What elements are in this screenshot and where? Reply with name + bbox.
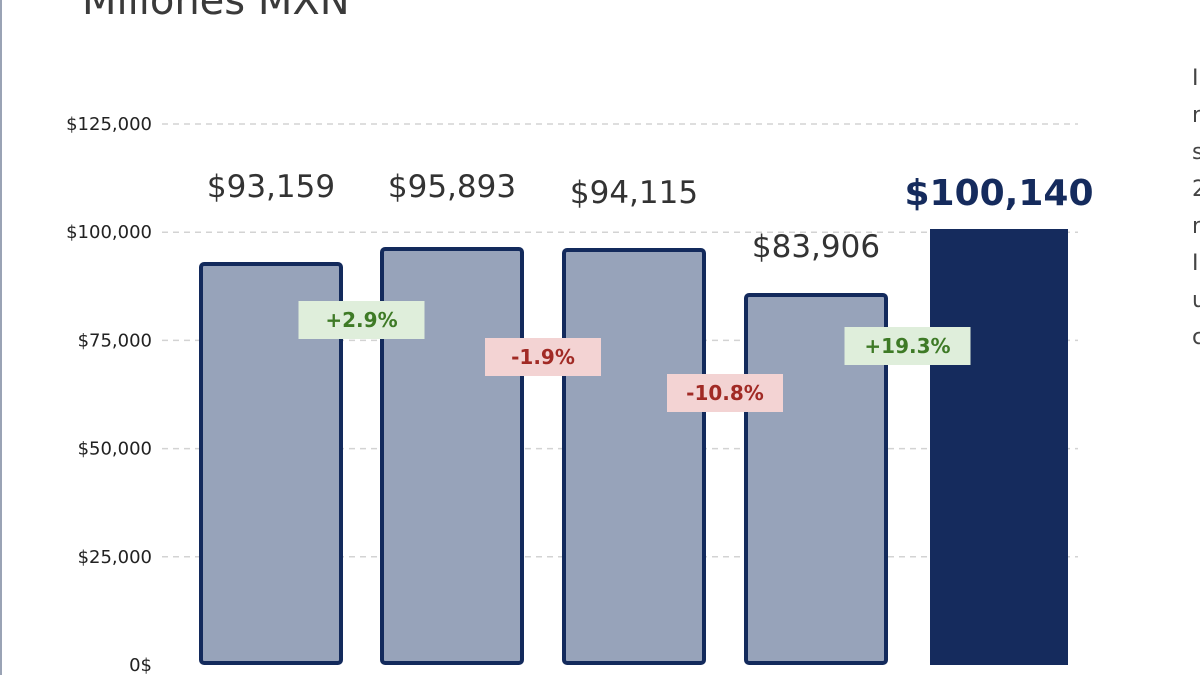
change-badge bbox=[485, 338, 601, 376]
side-text-fragment: I n s 2 n I u c bbox=[1192, 60, 1200, 356]
bar-value-label: $95,893 bbox=[388, 169, 516, 205]
bar bbox=[199, 262, 343, 665]
side-text-line: u bbox=[1192, 288, 1200, 313]
side-text-line: n bbox=[1192, 103, 1200, 128]
bar-value-label: $100,140 bbox=[904, 173, 1093, 214]
change-badge-label: +19.3% bbox=[864, 334, 950, 358]
left-border bbox=[0, 0, 2, 675]
page-title: Millones MXN bbox=[82, 0, 350, 24]
change-badge bbox=[844, 327, 971, 365]
side-text-line: I bbox=[1192, 251, 1199, 276]
y-tick-label: $50,000 bbox=[78, 439, 152, 460]
y-tick-label: $75,000 bbox=[78, 330, 152, 351]
y-tick-label: $25,000 bbox=[78, 547, 152, 568]
side-text-line: I bbox=[1192, 66, 1199, 91]
y-tick-label: $100,000 bbox=[66, 222, 152, 243]
bar-value-label: $93,159 bbox=[207, 169, 335, 205]
y-tick-label: 0$ bbox=[129, 655, 152, 675]
side-text-line: n bbox=[1192, 214, 1200, 239]
bar bbox=[562, 248, 706, 665]
bar-value-label: $83,906 bbox=[752, 229, 880, 265]
side-text-line: c bbox=[1192, 325, 1200, 350]
side-text-line: 2 bbox=[1192, 177, 1200, 202]
bar-value-label: $94,115 bbox=[570, 175, 698, 211]
change-badge-label: -10.8% bbox=[686, 381, 764, 405]
change-badge-label: +2.9% bbox=[325, 308, 397, 332]
change-badge bbox=[667, 374, 783, 412]
side-text-line: s bbox=[1192, 140, 1200, 165]
bar-highlight bbox=[930, 229, 1068, 665]
change-badge bbox=[298, 301, 425, 339]
y-tick-label: $125,000 bbox=[66, 114, 152, 135]
change-badge-label: -1.9% bbox=[511, 345, 575, 369]
